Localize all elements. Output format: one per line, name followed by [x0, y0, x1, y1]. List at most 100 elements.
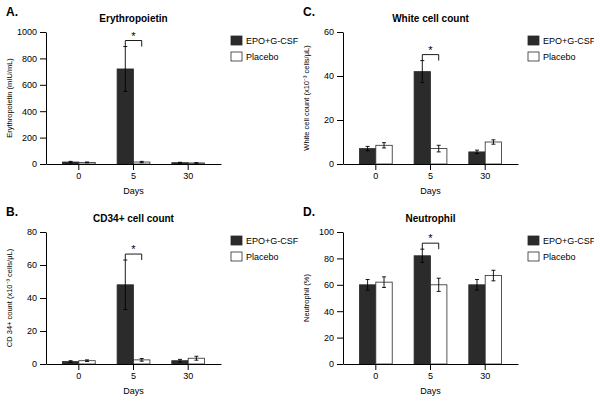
error-bar-cap [194, 360, 198, 361]
error-bar [85, 360, 89, 362]
y-tick: 40 [27, 293, 46, 303]
legend: EPO+G-CSF Placebo [231, 236, 299, 262]
legend-swatch [231, 52, 242, 61]
legend-label: EPO+G-CSF [246, 236, 299, 246]
error-bar [178, 359, 182, 362]
error-bar-cap [140, 162, 144, 163]
error-bar-stem [438, 278, 439, 291]
legend-label: Placebo [246, 252, 279, 262]
error-bar-cap [366, 146, 370, 147]
tick-mark [40, 85, 46, 86]
error-bar-cap [437, 145, 441, 146]
legend-swatch [231, 236, 242, 245]
error-bar [178, 162, 182, 164]
bar [188, 163, 204, 164]
tick-label: 60 [27, 260, 37, 270]
bar [414, 256, 430, 364]
tick-mark [40, 164, 46, 165]
error-bar-cap [382, 147, 386, 148]
error-bar-stem [476, 280, 477, 291]
bar [469, 285, 485, 364]
error-bar-cap [85, 162, 89, 163]
x-tick: 0 [76, 364, 81, 381]
tick-label: 80 [27, 227, 37, 237]
bar [431, 285, 447, 364]
legend-swatch [528, 36, 539, 45]
tick-mark [337, 120, 343, 121]
bar [376, 145, 392, 164]
panel-label: B. [6, 205, 18, 219]
tick-mark [337, 164, 343, 165]
y-tick: 0 [32, 159, 46, 169]
legend-item: EPO+G-CSF [528, 236, 594, 246]
x-tick: 30 [480, 164, 490, 181]
error-bar-cap [194, 162, 198, 163]
title: Neutrophil [406, 213, 456, 224]
tick-label: 0 [76, 371, 81, 381]
x-tick: 30 [480, 364, 490, 381]
error-bar-stem [493, 270, 494, 281]
error-bar-cap [366, 290, 370, 291]
y-tick: 800 [22, 54, 46, 64]
bar [62, 362, 78, 364]
error-bar-cap [382, 287, 386, 288]
tick-label: 1000 [17, 27, 37, 37]
error-bar-cap [491, 139, 495, 140]
panel: 0530020406080DaysCD 34+ count (x10⁻³ cel… [5, 205, 299, 396]
error-bar [194, 162, 198, 164]
error-bar-cap [491, 144, 495, 145]
tick-mark [430, 164, 431, 170]
bar [359, 149, 375, 164]
x-axis: 0530 [344, 364, 519, 381]
tick-label: 800 [22, 54, 37, 64]
tick-label: 30 [183, 371, 193, 381]
y-tick: 200 [22, 133, 46, 143]
tick-mark [337, 338, 343, 339]
error-bar-stem [125, 260, 126, 310]
y-axis-title: CD 34+ count (x10⁻³ cells/μL) [5, 248, 14, 347]
tick-mark [133, 364, 134, 370]
error-bar [475, 150, 479, 154]
error-bar [140, 359, 144, 362]
error-bar-cap [85, 162, 89, 163]
tick-label: 5 [131, 371, 136, 381]
series [376, 140, 502, 164]
bar [485, 142, 501, 164]
error-bar-cap [178, 362, 182, 363]
error-bar [69, 161, 73, 162]
error-bar-cap [382, 142, 386, 143]
x-axis-title: Days [123, 386, 144, 396]
legend-item: EPO+G-CSF [528, 36, 594, 46]
axis-domain [343, 33, 344, 165]
y-axis-title: Neutrophil (%) [302, 274, 311, 322]
error-bar-cap [475, 150, 479, 151]
error-bar-cap [437, 151, 441, 152]
x-tick: 0 [76, 164, 81, 181]
x-axis-title: Days [420, 186, 441, 196]
y-tick: 60 [324, 280, 343, 290]
error-bar-cap [140, 161, 144, 162]
x-axis-title: Days [123, 186, 144, 196]
bar [79, 162, 95, 164]
tick-label: 40 [27, 293, 37, 303]
tick-label: 30 [183, 171, 193, 181]
tick-label: 60 [324, 280, 334, 290]
tick-label: 0 [373, 171, 378, 181]
tick-label: 20 [27, 326, 37, 336]
error-bar [85, 162, 89, 164]
legend-item: EPO+G-CSF [231, 236, 299, 246]
tick-label: 5 [428, 371, 433, 381]
legend-label: EPO+G-CSF [543, 236, 594, 246]
error-bar [382, 143, 386, 148]
error-bar [123, 260, 127, 310]
legend: EPO+G-CSFPlacebo [528, 36, 594, 62]
bar [79, 361, 95, 364]
y-tick: 40 [324, 71, 343, 81]
tick-mark [78, 164, 79, 170]
y-tick: 0 [329, 359, 343, 369]
bar [62, 162, 78, 164]
x-tick: 5 [428, 164, 433, 181]
y-tick: 40 [324, 307, 343, 317]
tick-mark [337, 232, 343, 233]
error-bar-cap [491, 270, 495, 271]
